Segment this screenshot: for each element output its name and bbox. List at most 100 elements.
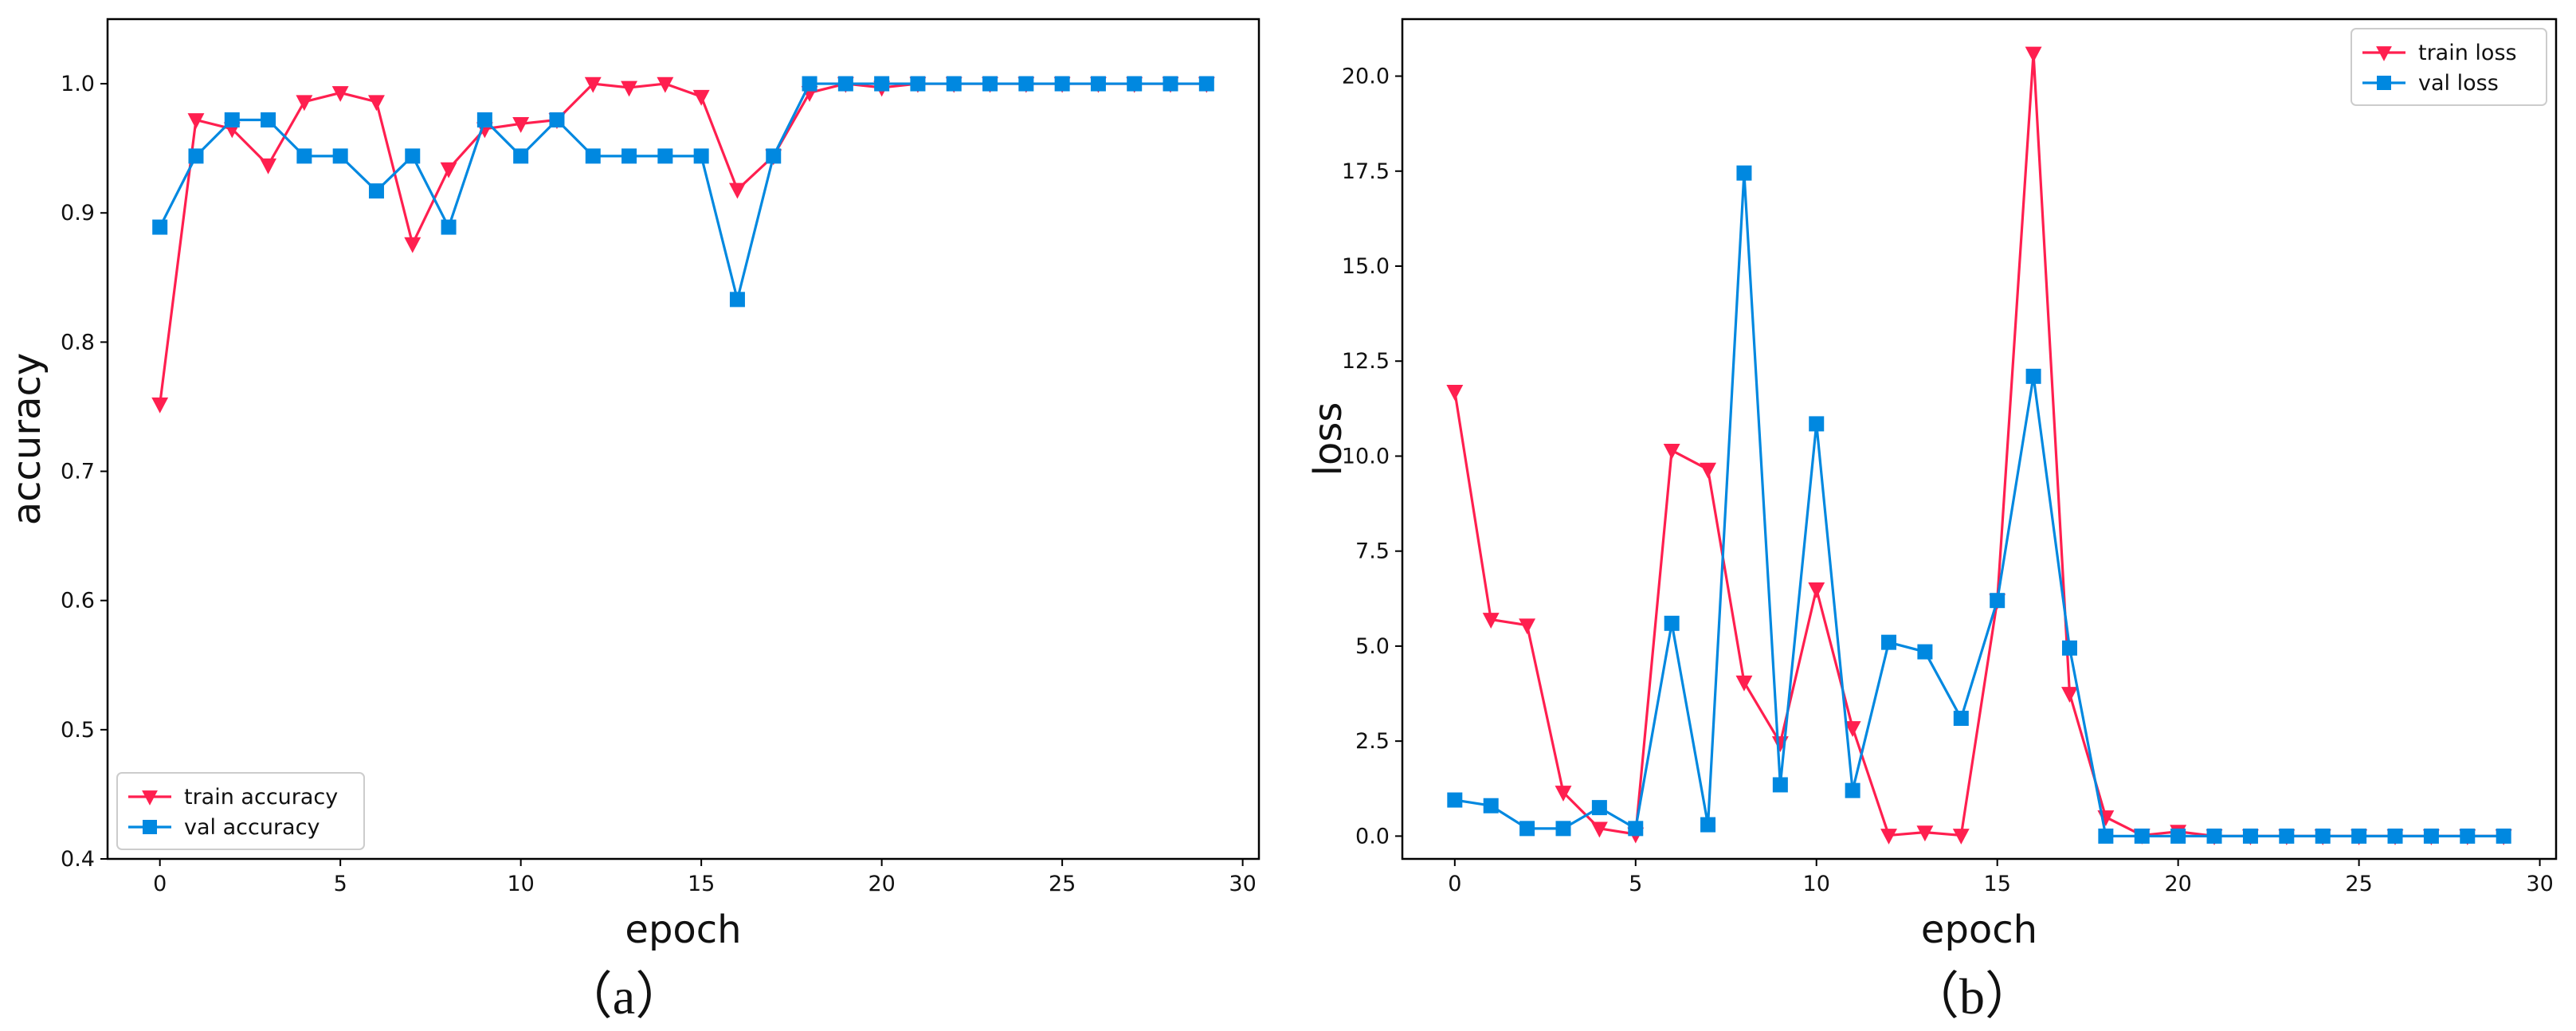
accuracy-chart-point bbox=[837, 76, 853, 92]
loss-chart-point bbox=[2025, 368, 2041, 384]
accuracy-chart-series-train-accuracy bbox=[151, 76, 1215, 414]
accuracy-chart-point bbox=[260, 158, 277, 174]
loss-chart-legend-box bbox=[2351, 28, 2547, 106]
loss-chart-legend-marker bbox=[2377, 76, 2391, 90]
accuracy-chart-point bbox=[187, 113, 205, 129]
loss-chart-ytick-label: 17.5 bbox=[1342, 159, 1390, 184]
accuracy-chart-xtick-label: 25 bbox=[1049, 872, 1076, 896]
accuracy-chart-point bbox=[1127, 76, 1143, 92]
loss-chart-point bbox=[1735, 675, 1753, 692]
loss-chart-point bbox=[2387, 828, 2403, 844]
accuracy-chart-point bbox=[585, 148, 601, 164]
loss-chart-point bbox=[1664, 615, 1680, 631]
accuracy-chart-point bbox=[621, 80, 638, 97]
loss-chart-caption: （b） bbox=[1908, 968, 2036, 1025]
accuracy-chart: 0 5 10 15 20 25 30 0.4 0.5 0.6 0.7 0.8 0.9 1.0 epoch ac… bbox=[5, 18, 1261, 1025]
loss-chart-point bbox=[1446, 385, 1464, 401]
accuracy-chart-point bbox=[729, 292, 745, 308]
accuracy-chart-point bbox=[692, 89, 710, 106]
loss-chart-point bbox=[2460, 828, 2476, 844]
loss-chart-point bbox=[2242, 828, 2258, 844]
loss-chart-ytick-label: 20.0 bbox=[1342, 65, 1390, 89]
accuracy-chart-legend-marker bbox=[143, 820, 157, 834]
loss-chart-ytick-label: 2.5 bbox=[1355, 729, 1390, 754]
accuracy-chart-point bbox=[1054, 76, 1070, 92]
loss-chart-point bbox=[1519, 618, 1536, 635]
accuracy-chart-ytick-label: 1.0 bbox=[61, 72, 95, 96]
accuracy-chart-ytick-label: 0.9 bbox=[61, 201, 95, 225]
accuracy-chart-point bbox=[802, 76, 817, 92]
loss-chart-legend-label: train loss bbox=[2418, 41, 2517, 65]
accuracy-chart-point bbox=[188, 148, 204, 164]
accuracy-chart-xtick-label: 20 bbox=[868, 872, 895, 896]
accuracy-chart-caption: （a） bbox=[562, 968, 686, 1025]
loss-chart-point bbox=[1881, 634, 1897, 650]
loss-chart-xtick-label: 20 bbox=[2164, 872, 2191, 896]
accuracy-chart-point bbox=[910, 76, 926, 92]
loss-chart-point bbox=[2351, 828, 2367, 844]
accuracy-chart-point bbox=[1198, 76, 1214, 92]
accuracy-chart-legend-label: train accuracy bbox=[184, 785, 338, 810]
accuracy-chart-legend: train accuracy val accuracy bbox=[116, 772, 365, 850]
loss-chart-line-train-loss bbox=[1453, 52, 2504, 837]
loss-chart-line-val-loss bbox=[1454, 171, 2504, 837]
loss-chart-point bbox=[2097, 810, 2115, 827]
loss-chart-xtick-label: 0 bbox=[1448, 872, 1461, 896]
accuracy-chart-point bbox=[657, 148, 673, 164]
loss-chart-point bbox=[1809, 416, 1825, 432]
accuracy-chart-legend-marker bbox=[142, 790, 158, 806]
accuracy-chart-point bbox=[331, 86, 349, 102]
loss-chart-ytick-label: 7.5 bbox=[1355, 539, 1390, 564]
loss-chart-point bbox=[2423, 828, 2439, 844]
accuracy-chart-point bbox=[1090, 76, 1106, 92]
loss-chart-point bbox=[2170, 828, 2186, 844]
accuracy-chart-point bbox=[441, 219, 457, 235]
loss-chart-ytick-label: 5.0 bbox=[1355, 634, 1390, 659]
loss-chart-point bbox=[1736, 165, 1752, 181]
accuracy-chart-xtick-label: 5 bbox=[334, 872, 347, 896]
accuracy-chart-point bbox=[404, 237, 421, 253]
accuracy-chart-plot-area bbox=[106, 18, 1261, 860]
loss-chart-point bbox=[2061, 687, 2078, 704]
accuracy-chart-ylabel: accuracy bbox=[5, 353, 49, 526]
accuracy-chart-line-val-accuracy bbox=[159, 82, 1207, 301]
loss-chart-point bbox=[1772, 777, 1788, 793]
accuracy-chart-point bbox=[368, 95, 385, 112]
accuracy-chart-ytick-label: 0.6 bbox=[61, 589, 95, 614]
loss-chart-ytick-label: 15.0 bbox=[1342, 254, 1390, 279]
loss-chart-ytick-label: 0.0 bbox=[1355, 824, 1390, 849]
loss-chart-point bbox=[1447, 792, 1463, 808]
accuracy-chart-point bbox=[1018, 76, 1034, 92]
accuracy-chart-point bbox=[224, 112, 240, 127]
loss-chart-point bbox=[1555, 821, 1571, 837]
loss-chart-point bbox=[1916, 825, 1934, 842]
accuracy-chart-point bbox=[151, 397, 169, 414]
loss-chart-legend: train loss val loss bbox=[2351, 28, 2547, 106]
accuracy-chart-point bbox=[512, 116, 530, 133]
loss-chart-xtick-label: 15 bbox=[1984, 872, 2011, 896]
accuracy-chart-point bbox=[1163, 76, 1178, 92]
accuracy-chart-xtick-label: 10 bbox=[507, 872, 534, 896]
loss-chart-point bbox=[1700, 817, 1716, 833]
accuracy-chart-legend-box bbox=[116, 772, 365, 850]
loss-chart-xlabel: epoch bbox=[1921, 908, 2037, 952]
loss-chart-point bbox=[1483, 798, 1499, 813]
loss-chart-point bbox=[1808, 582, 1825, 598]
loss-chart-point bbox=[1952, 829, 1970, 845]
loss-chart-point bbox=[1591, 800, 1607, 816]
loss-chart-xtick-label: 5 bbox=[1629, 872, 1642, 896]
accuracy-chart-ytick-label: 0.8 bbox=[61, 330, 95, 355]
loss-chart-point bbox=[1990, 593, 2006, 609]
loss-chart-point bbox=[1663, 443, 1680, 460]
accuracy-chart-point bbox=[766, 148, 782, 164]
accuracy-chart-point bbox=[982, 76, 998, 92]
loss-chart-series-val-loss bbox=[1447, 165, 2511, 844]
accuracy-chart-point bbox=[332, 148, 348, 164]
loss-chart-point bbox=[2061, 640, 2077, 656]
loss-chart-point bbox=[2315, 828, 2331, 844]
loss-chart-point bbox=[1700, 462, 1717, 479]
accuracy-chart-point bbox=[693, 148, 709, 164]
accuracy-chart-xtick-label: 0 bbox=[153, 872, 167, 896]
accuracy-chart-ytick-label: 0.7 bbox=[61, 460, 95, 484]
accuracy-chart-point bbox=[513, 148, 529, 164]
